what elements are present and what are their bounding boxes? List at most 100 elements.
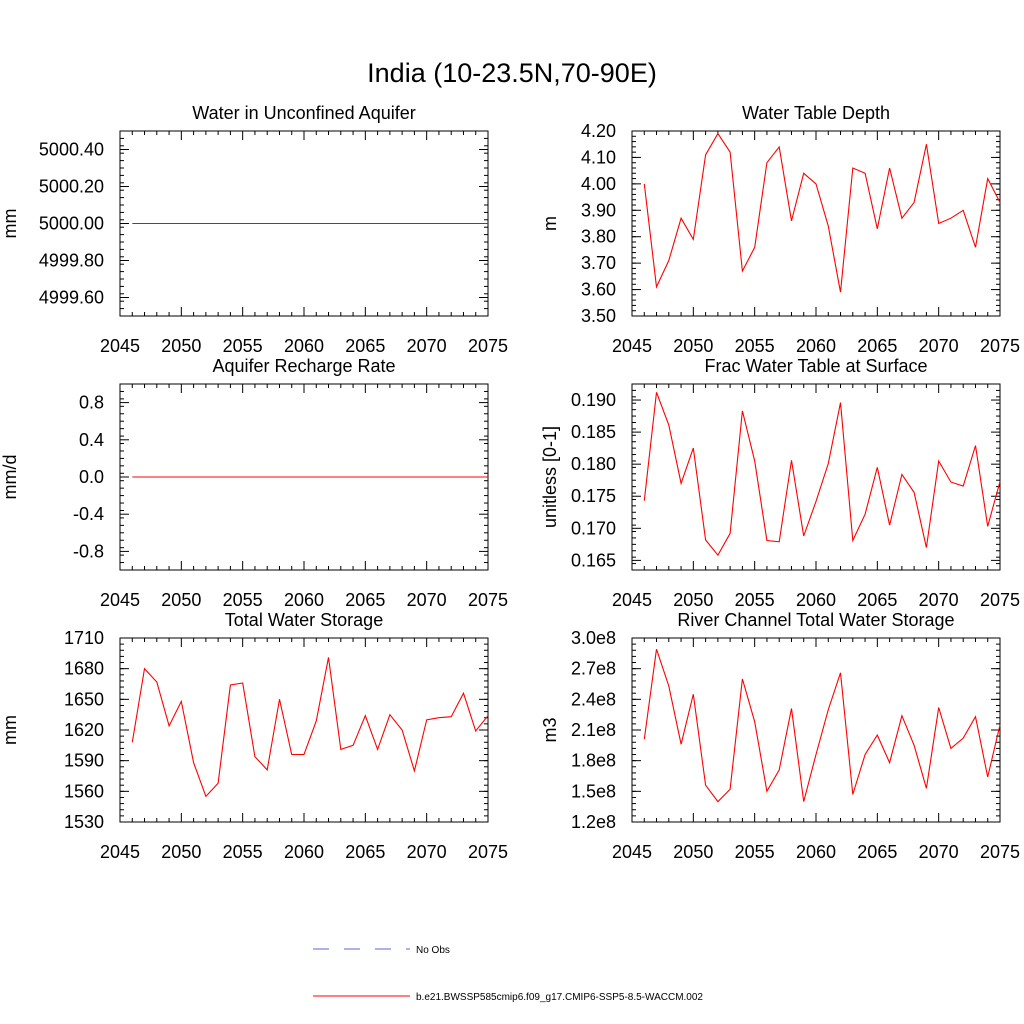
x-tick-label: 2075 (980, 590, 1020, 610)
y-axis-label: m3 (540, 717, 560, 742)
y-axis-label: unitless [0-1] (540, 426, 560, 528)
plot-frame (631, 637, 1001, 823)
y-tick-label: -0.8 (73, 541, 104, 561)
x-tick-label: 2075 (980, 336, 1020, 356)
y-tick-label: 1590 (64, 751, 104, 771)
y-tick-label: 3.90 (581, 200, 616, 220)
panels: Water in Unconfined Aquifer mm 2045 2050 205… (0, 103, 1020, 862)
y-tick-label: 4999.60 (39, 288, 104, 308)
y-tick-label: 1680 (64, 659, 104, 679)
x-tick-label: 2050 (161, 590, 201, 610)
x-tick-label: 2060 (796, 842, 836, 862)
x-tick-label: 2055 (223, 842, 263, 862)
panel-title: Aquifer Recharge Rate (212, 356, 395, 376)
panel-title: Water Table Depth (742, 103, 890, 123)
panel-recharge-rate: Aquifer Recharge Rate mm/d 2045 2050 2055 206… (0, 356, 508, 610)
x-tick-label: 2065 (857, 842, 897, 862)
y-tick-label: 1560 (64, 781, 104, 801)
x-tick-label: 2045 (100, 336, 140, 356)
series-line (643, 392, 1001, 557)
x-tick-label: 2065 (345, 336, 385, 356)
y-tick-label: 5000.20 (39, 177, 104, 197)
series-line (643, 132, 1001, 293)
panel-river-channel-storage: River Channel Total Water Storage m3 2045 2… (540, 610, 1020, 862)
y-tick-label: 1530 (64, 812, 104, 832)
y-tick-label: 0.175 (571, 486, 616, 506)
x-tick-label: 2055 (735, 590, 775, 610)
x-tick-label: 2045 (612, 590, 652, 610)
legend: No Obs b.e21.BWSSP585cmip6.f09_g17.CMIP6-… (313, 945, 703, 1003)
panel-title: River Channel Total Water Storage (677, 610, 954, 630)
panel-title: Water in Unconfined Aquifer (192, 103, 415, 123)
y-axis-label: m (540, 216, 560, 231)
y-tick-label: 3.50 (581, 306, 616, 326)
x-tick-label: 2050 (161, 336, 201, 356)
x-tick-label: 2065 (345, 842, 385, 862)
x-tick-label: 2065 (857, 590, 897, 610)
x-tick-label: 2070 (919, 590, 959, 610)
y-tick-label: 2.7e8 (571, 659, 616, 679)
x-tick-label: 2075 (468, 336, 508, 356)
x-tick-label: 2070 (919, 842, 959, 862)
y-tick-label: 4999.80 (39, 251, 104, 271)
y-tick-label: 0.165 (571, 550, 616, 570)
x-tick-label: 2045 (612, 336, 652, 356)
y-tick-label: 3.80 (581, 227, 616, 247)
x-tick-label: 2060 (284, 842, 324, 862)
x-tick-label: 2045 (612, 842, 652, 862)
x-tick-label: 2070 (407, 842, 447, 862)
y-tick-label: 1.5e8 (571, 781, 616, 801)
x-tick-label: 2070 (407, 336, 447, 356)
y-tick-label: 0.190 (571, 390, 616, 410)
x-tick-label: 2075 (468, 842, 508, 862)
series-line (131, 657, 489, 798)
y-tick-label: 0.185 (571, 422, 616, 442)
x-tick-label: 2075 (468, 590, 508, 610)
panel-frac-water-table: Frac Water Table at Surface unitless [0-1… (540, 356, 1020, 610)
plot-frame (631, 130, 1001, 317)
x-tick-label: 2055 (223, 336, 263, 356)
panel-title: Total Water Storage (225, 610, 383, 630)
y-tick-label: 4.00 (581, 174, 616, 194)
x-tick-label: 2055 (735, 336, 775, 356)
panel-total-water-storage: Total Water Storage mm 2045 2050 2055 2060 206… (0, 610, 508, 862)
x-tick-label: 2050 (673, 842, 713, 862)
panel-water-table-depth: Water Table Depth m 2045 2050 2055 2060 2065 20… (540, 103, 1020, 356)
x-tick-label: 2060 (796, 336, 836, 356)
y-axis-label: mm (0, 715, 20, 745)
y-tick-label: 4.10 (581, 147, 616, 167)
y-axis-label: mm/d (0, 455, 20, 500)
x-tick-label: 2070 (919, 336, 959, 356)
y-tick-label: 1650 (64, 689, 104, 709)
figure-title: India (10-23.5N,70-90E) (367, 58, 657, 88)
x-tick-label: 2055 (223, 590, 263, 610)
y-tick-label: 2.4e8 (571, 689, 616, 709)
x-tick-label: 2075 (980, 842, 1020, 862)
legend-label-1: No Obs (416, 945, 450, 956)
x-tick-label: 2050 (673, 590, 713, 610)
panel-title: Frac Water Table at Surface (704, 356, 927, 376)
y-tick-label: -0.4 (73, 504, 104, 524)
x-tick-label: 2065 (857, 336, 897, 356)
y-tick-label: 0.0 (79, 467, 104, 487)
x-tick-label: 2060 (796, 590, 836, 610)
y-tick-label: 0.8 (79, 393, 104, 413)
y-tick-label: 3.0e8 (571, 628, 616, 648)
y-tick-label: 1.2e8 (571, 812, 616, 832)
x-tick-label: 2055 (735, 842, 775, 862)
y-tick-label: 3.60 (581, 280, 616, 300)
legend-label-2: b.e21.BWSSP585cmip6.f09_g17.CMIP6-SSP5-8… (416, 992, 703, 1003)
y-tick-label: 4.20 (581, 121, 616, 141)
y-tick-label: 1710 (64, 628, 104, 648)
x-tick-label: 2045 (100, 842, 140, 862)
panel-aquifer-water: Water in Unconfined Aquifer mm 2045 2050 205… (0, 103, 508, 356)
y-tick-label: 3.70 (581, 253, 616, 273)
x-tick-label: 2050 (673, 336, 713, 356)
y-tick-label: 2.1e8 (571, 720, 616, 740)
x-tick-label: 2070 (407, 590, 447, 610)
y-axis-label: mm (0, 209, 20, 239)
x-tick-label: 2065 (345, 590, 385, 610)
x-tick-label: 2060 (284, 590, 324, 610)
y-tick-label: 1.8e8 (571, 751, 616, 771)
y-tick-label: 0.180 (571, 454, 616, 474)
